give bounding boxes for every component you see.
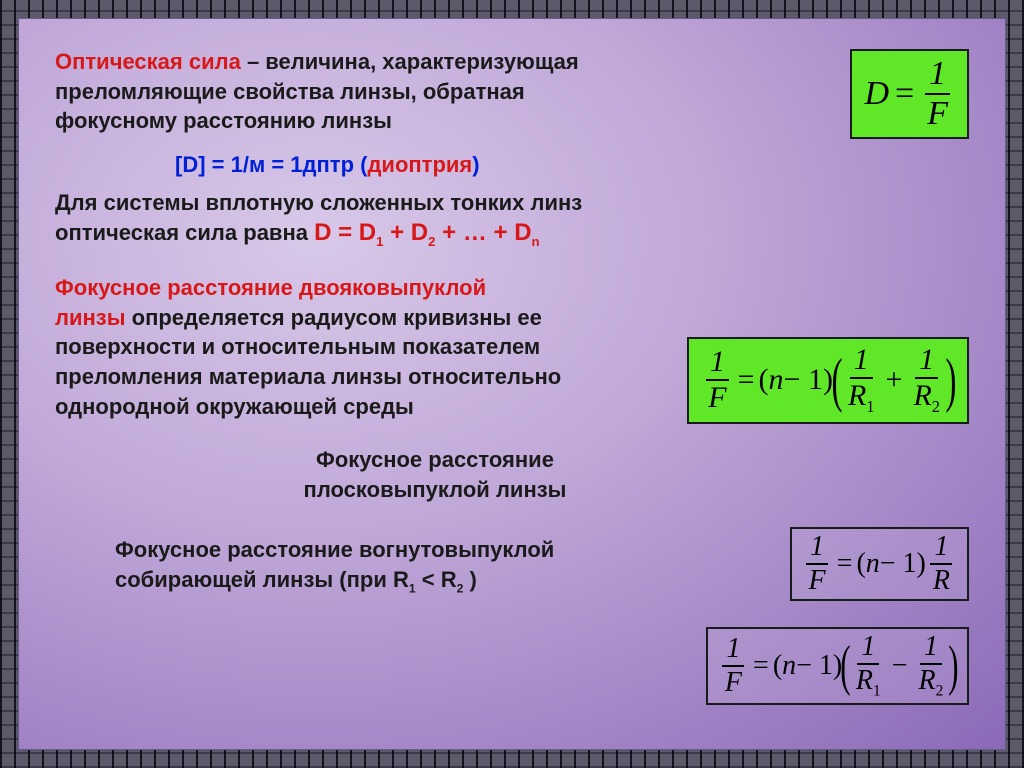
f4-bigR: ) <box>949 644 959 689</box>
slide-body: Оптическая сила – величина, характеризую… <box>18 18 1006 750</box>
formula-biconvex: 1 F = (n − 1) ( 1 R1 + 1 R2 ) <box>687 337 969 424</box>
def2-d: однородной окружающей среды <box>55 394 414 419</box>
f4-lhs: 1 F <box>721 635 746 697</box>
note4-mid: < R <box>416 567 457 592</box>
f4-minus2: − <box>892 650 908 682</box>
f3-one2: 1 <box>930 533 952 565</box>
note4-a: Фокусное расстояние вогнутовыпуклой <box>115 537 554 562</box>
f4-lp: ( <box>773 650 782 682</box>
note3-b: плосковыпуклой линзы <box>304 477 567 502</box>
unit-line: [D] = 1/м = 1дптр (диоптрия) <box>175 150 969 180</box>
f2-R2: R2 <box>909 379 944 416</box>
f4-bigL: ( <box>840 644 850 689</box>
def2-c: преломления материала линзы относительно <box>55 364 561 389</box>
f4-eq: = <box>753 650 769 682</box>
f2-eq: = <box>738 363 755 397</box>
sys-D2: + D <box>383 219 428 246</box>
f2-lp: ( <box>759 363 769 397</box>
f4-R2sub: 2 <box>936 683 944 700</box>
f3-n: n <box>866 548 880 580</box>
f2-n: n <box>769 363 784 397</box>
sys-formula: D = D1 + D2 + … + Dn <box>314 219 540 246</box>
f3-F: F <box>805 565 830 595</box>
f3-rhs: 1 R <box>929 533 954 595</box>
term-biconvex-a: Фокусное расстояние двояковыпуклой <box>55 275 486 300</box>
f2-lhs: 1 F <box>704 347 730 413</box>
f2-one: 1 <box>706 347 729 381</box>
f3-lhs: 1 F <box>805 533 830 595</box>
formula-planoconvex: 1 F = (n − 1) 1 R <box>790 527 969 601</box>
f2-R2s: R <box>913 379 931 412</box>
f2-R1sub: 1 <box>866 397 874 416</box>
term-biconvex-b: линзы <box>55 305 126 330</box>
sys-text-b-pre: оптическая сила равна <box>55 220 314 245</box>
grid-frame: Оптическая сила – величина, характеризую… <box>0 0 1024 768</box>
f2-bigR: ) <box>946 356 957 404</box>
f2-r2frac: 1 R2 <box>909 345 944 416</box>
def2-b: поверхности и относительным показателем <box>55 334 540 359</box>
f1-frac: 1 F <box>923 57 952 131</box>
sys-dots: + … + D <box>435 219 531 246</box>
unit-close: ) <box>472 152 479 177</box>
f2-R2sub: 2 <box>932 397 940 416</box>
f4-R1sub: 1 <box>873 683 881 700</box>
f4-n: n <box>782 650 796 682</box>
f3-one: 1 <box>806 533 828 565</box>
def2-a: определяется радиусом кривизны ее <box>126 305 542 330</box>
f1-F: F <box>923 95 952 131</box>
f1-one: 1 <box>925 57 950 95</box>
note4-pre: собирающей линзы (при R <box>115 567 409 592</box>
term-optical-power: Оптическая сила <box>55 49 241 74</box>
f4-R2s: R <box>919 665 936 696</box>
f2-one2: 1 <box>850 345 873 379</box>
f2-F: F <box>704 381 730 413</box>
f4-one2: 1 <box>857 633 879 665</box>
note4-end: ) <box>463 567 476 592</box>
f4-R1s: R <box>856 665 873 696</box>
f4-one: 1 <box>722 635 744 667</box>
sys-subn: n <box>532 234 540 249</box>
note3-a: Фокусное расстояние <box>316 447 554 472</box>
f2-bigL: ( <box>831 356 842 404</box>
f4-R2: R2 <box>915 665 948 699</box>
f1-D: D <box>864 75 889 113</box>
f3-minus: − 1) <box>880 548 926 580</box>
definition-biconvex: Фокусное расстояние двояковыпуклой линзы… <box>55 273 635 421</box>
formula-optical-power: D = 1 F <box>850 49 969 139</box>
note4-b: собирающей линзы (при R1 < R2 ) <box>115 567 477 592</box>
unit-eq-pre: [D] = 1/м = 1дптр ( <box>175 152 367 177</box>
f4-r2frac: 1 R2 <box>915 633 948 699</box>
def-text-1c: фокусному расстоянию линзы <box>55 108 392 133</box>
def-text-1a: – величина, характеризующая <box>241 49 579 74</box>
f4-F: F <box>721 667 746 697</box>
f2-minus: − 1) <box>784 363 833 397</box>
f3-lp: ( <box>856 548 865 580</box>
f3-eq: = <box>837 548 853 580</box>
system-lenses: Для системы вплотную сложенных тонких ли… <box>55 188 935 251</box>
note-concavoconvex: Фокусное расстояние вогнутовыпуклой соби… <box>115 535 675 596</box>
f2-one3: 1 <box>915 345 938 379</box>
f2-R1s: R <box>848 379 866 412</box>
note4-sub1: 1 <box>409 581 416 595</box>
unit-dioptria: диоптрия <box>367 152 472 177</box>
f4-one3: 1 <box>920 633 942 665</box>
sys-D: D = D <box>314 219 376 246</box>
f4-r1frac: 1 R1 <box>852 633 885 699</box>
f3-R: R <box>929 565 954 595</box>
f4-minus: − 1) <box>796 650 842 682</box>
note-planoconvex: Фокусное расстояние плосковыпуклой линзы <box>175 445 695 504</box>
f2-r1frac: 1 R1 <box>844 345 879 416</box>
f4-R1: R1 <box>852 665 885 699</box>
f1-eq: = <box>895 75 914 113</box>
formula-concavoconvex: 1 F = (n − 1) ( 1 R1 − 1 R2 ) <box>706 627 969 705</box>
f2-R1: R1 <box>844 379 879 416</box>
f2-plus: + <box>886 363 903 397</box>
def-text-1b: преломляющие свойства линзы, обратная <box>55 79 525 104</box>
definition-optical-power: Оптическая сила – величина, характеризую… <box>55 47 695 136</box>
sys-text-a: Для системы вплотную сложенных тонких ли… <box>55 190 582 215</box>
